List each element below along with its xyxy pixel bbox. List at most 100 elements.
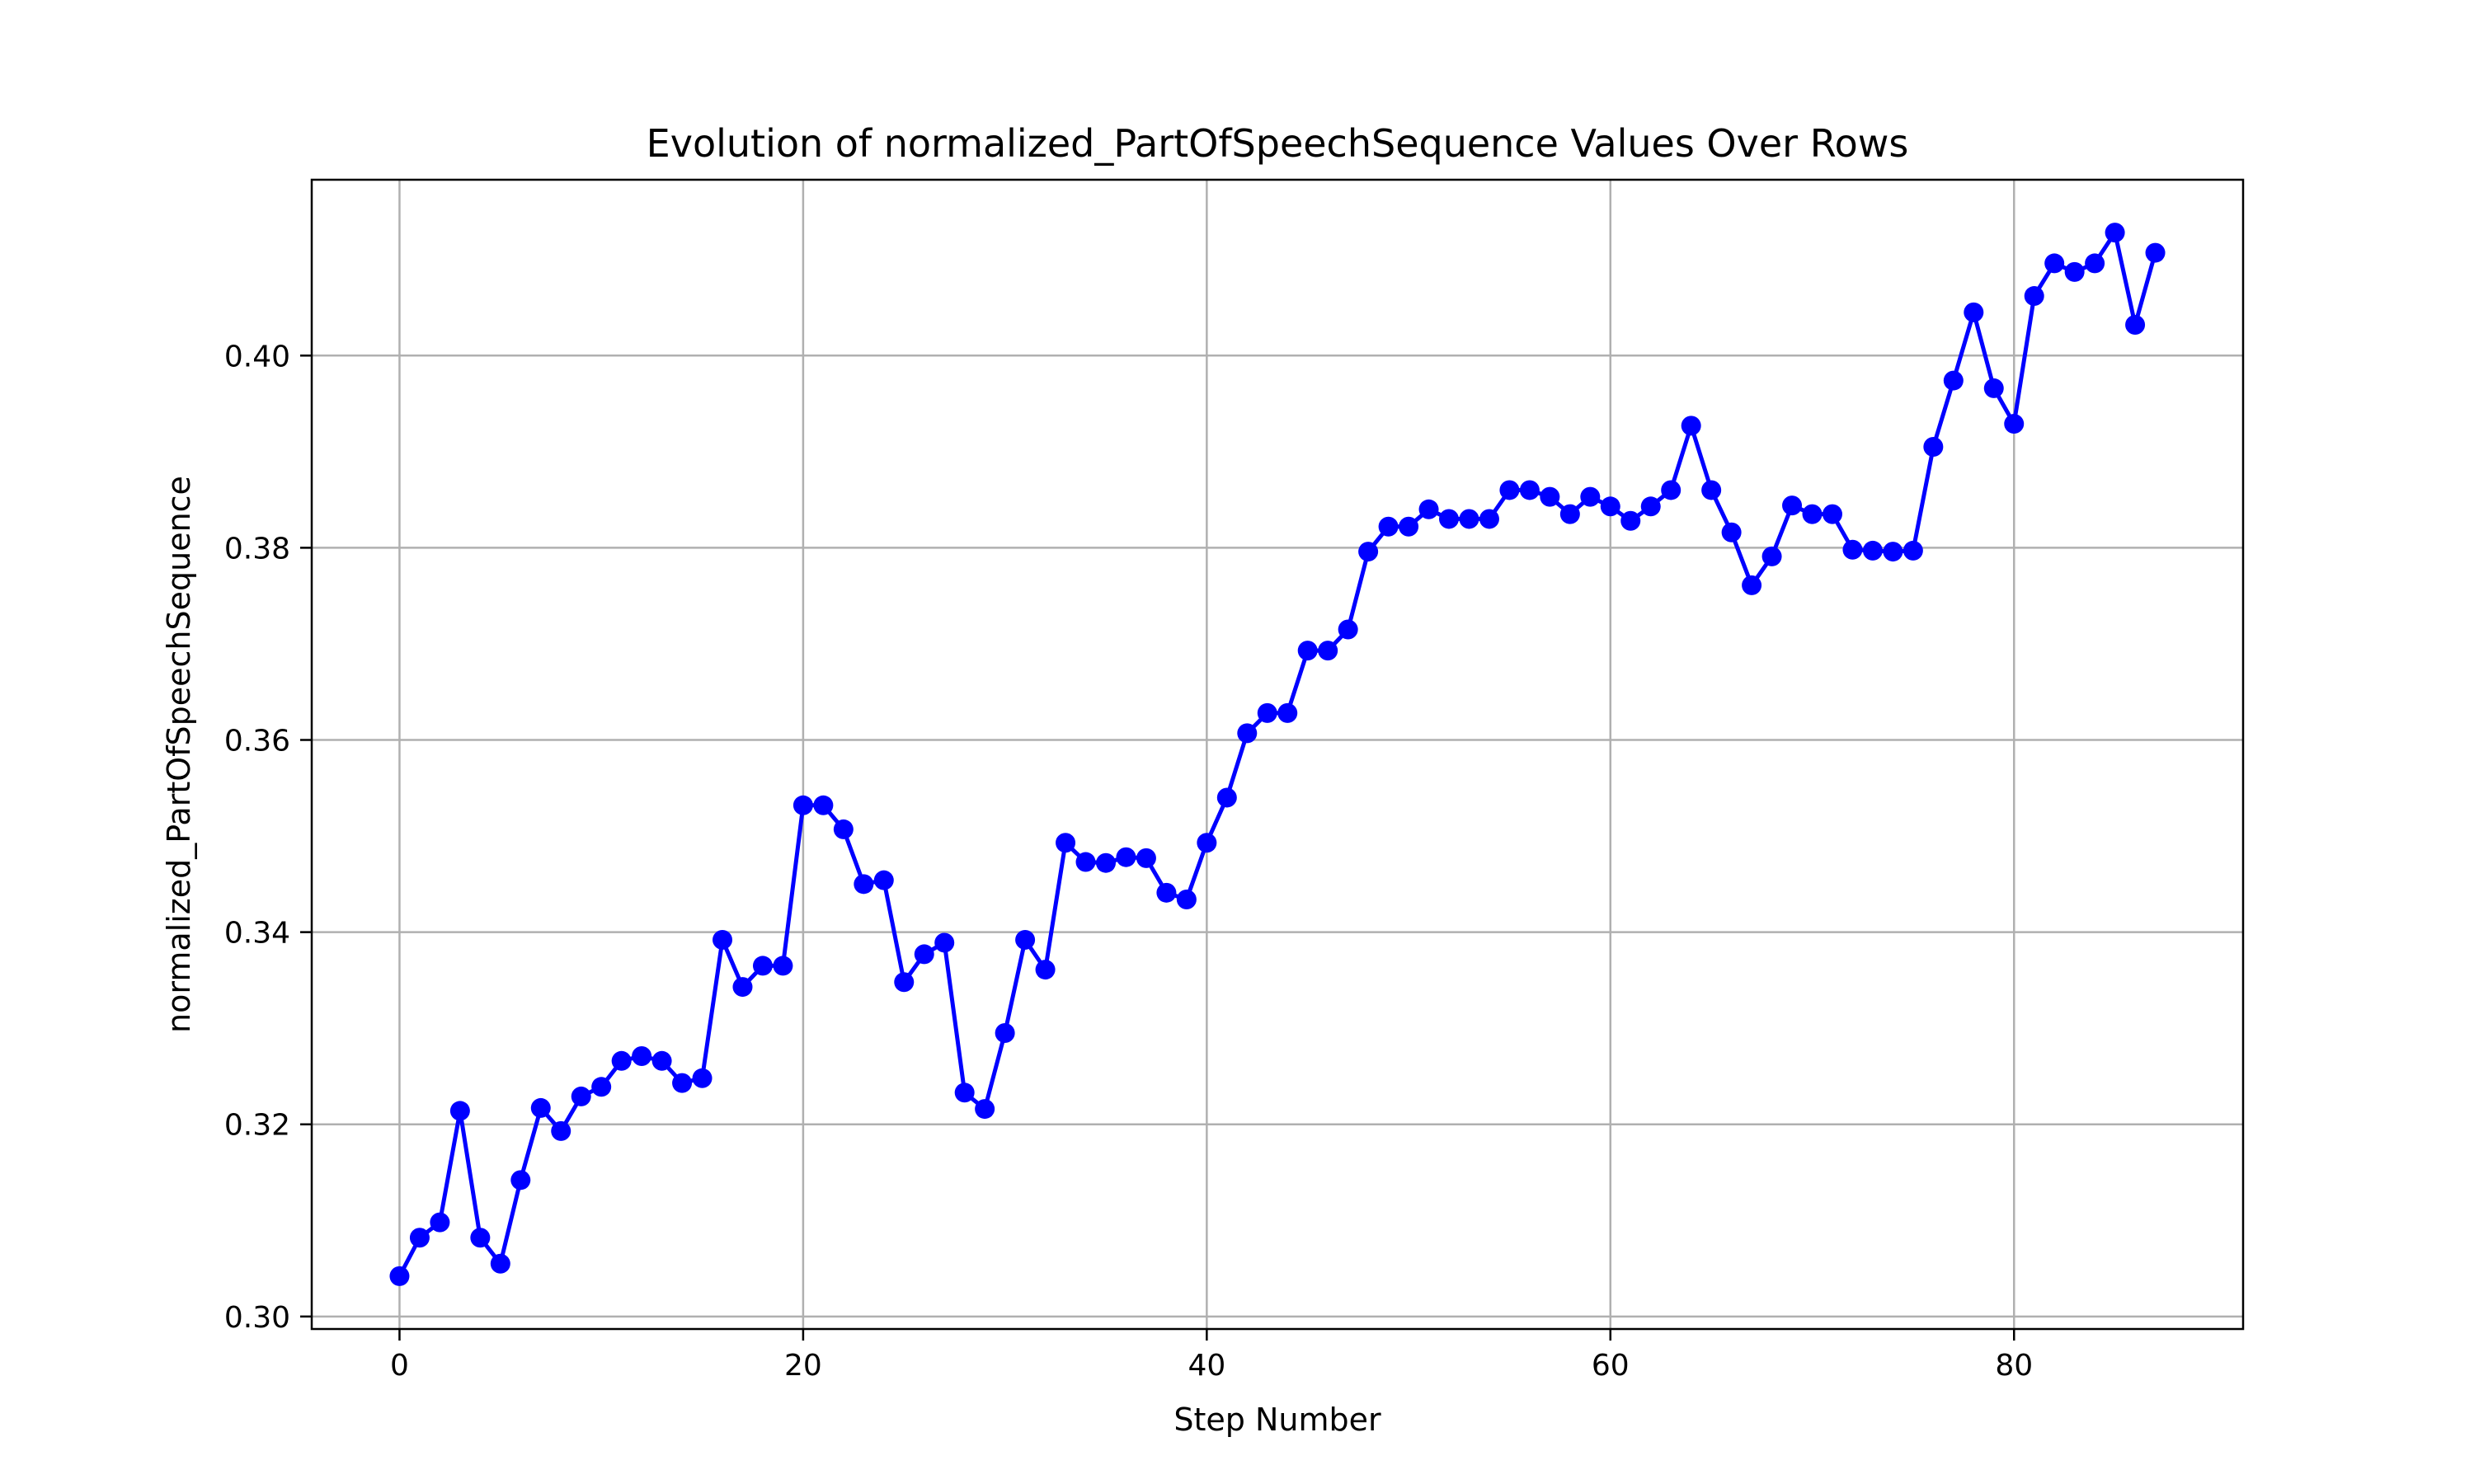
grid-lines	[312, 180, 2243, 1329]
data-point	[833, 819, 854, 839]
data-point	[1136, 848, 1156, 868]
data-point	[1095, 852, 1116, 873]
data-point	[430, 1212, 450, 1233]
data-point	[975, 1099, 995, 1120]
data-point	[1620, 510, 1641, 531]
data-point	[752, 956, 773, 976]
y-tick-label: 0.32	[224, 1109, 290, 1143]
data-point	[1277, 702, 1298, 723]
data-point	[1540, 486, 1560, 507]
data-point	[2024, 286, 2044, 307]
x-tick-label: 20	[784, 1349, 822, 1383]
data-point	[1399, 516, 1419, 537]
data-point	[611, 1050, 632, 1071]
data-point	[1418, 499, 1439, 519]
data-point	[1943, 370, 1964, 391]
data-point	[1075, 852, 1096, 872]
data-point	[1782, 495, 1803, 516]
data-point	[2125, 314, 2146, 335]
axis-ticks: 0 20 40 60 80 0.30 0.32 0.34 0.36 0.38 0.40	[224, 340, 2033, 1383]
data-point	[873, 870, 894, 890]
y-axis-label: normalized_PartOfSpeechSequence	[161, 476, 197, 1033]
data-point	[914, 944, 934, 965]
data-point	[1600, 496, 1620, 517]
data-point	[632, 1045, 652, 1066]
data-point	[1661, 480, 1681, 500]
data-point	[954, 1082, 975, 1103]
x-tick-label: 40	[1188, 1349, 1225, 1383]
data-point	[1842, 539, 1863, 560]
data-point	[1439, 509, 1460, 529]
data-point	[1701, 480, 1722, 500]
series-layer	[389, 223, 2166, 1286]
data-point	[651, 1050, 672, 1071]
data-point	[672, 1073, 693, 1093]
data-point	[1742, 575, 1762, 595]
data-point	[1802, 504, 1823, 524]
data-point	[1983, 378, 2004, 398]
data-point	[1056, 833, 1076, 853]
data-point	[1459, 509, 1479, 529]
data-point	[793, 795, 813, 815]
data-point	[1338, 619, 1358, 640]
data-point	[1883, 542, 1903, 562]
data-point	[490, 1253, 510, 1274]
data-point	[530, 1097, 551, 1118]
data-point	[1519, 480, 1540, 500]
data-point	[1822, 504, 1842, 524]
data-point	[470, 1228, 491, 1248]
data-point	[1297, 641, 1318, 661]
data-point	[571, 1086, 591, 1106]
data-point	[2105, 223, 2125, 243]
data-point	[1721, 522, 1742, 542]
data-point	[732, 977, 753, 998]
data-point	[1378, 516, 1399, 537]
data-point	[1761, 546, 1782, 566]
data-point	[934, 932, 955, 953]
data-point	[1479, 509, 1499, 529]
data-point	[1237, 723, 1258, 744]
data-point	[1358, 542, 1379, 562]
data-point	[813, 795, 834, 815]
y-tick-label: 0.38	[224, 532, 290, 566]
chart-title: Evolution of normalized_PartOfSpeechSequ…	[647, 121, 1909, 166]
data-point	[1681, 416, 1701, 436]
data-point	[894, 972, 915, 993]
data-point	[2044, 253, 2065, 274]
data-point	[1156, 882, 1177, 903]
x-tick-label: 60	[1592, 1349, 1630, 1383]
data-point	[1318, 641, 1338, 661]
y-tick-label: 0.34	[224, 917, 290, 951]
x-axis-label: Step Number	[1174, 1402, 1381, 1438]
data-point	[1903, 540, 1923, 561]
y-tick-label: 0.30	[224, 1301, 290, 1335]
data-point	[1257, 702, 1277, 723]
data-point	[1923, 437, 1944, 458]
data-point	[1964, 302, 1984, 322]
data-point	[713, 929, 733, 950]
data-point	[1035, 960, 1056, 980]
data-point	[773, 956, 793, 976]
data-point	[551, 1120, 571, 1141]
data-point	[2004, 414, 2025, 434]
data-point	[2145, 242, 2166, 263]
x-tick-label: 0	[390, 1349, 409, 1383]
data-point	[1216, 787, 1237, 808]
data-point	[1499, 480, 1520, 500]
data-point	[1862, 540, 1883, 561]
data-point	[591, 1077, 612, 1097]
data-point	[409, 1228, 430, 1248]
plot-frame	[310, 178, 2245, 1331]
data-point	[1640, 496, 1661, 517]
data-point	[692, 1068, 713, 1088]
data-point	[510, 1170, 531, 1190]
data-point	[1116, 847, 1136, 867]
data-point	[389, 1266, 410, 1286]
data-point	[2085, 253, 2105, 274]
data-point	[1580, 486, 1601, 507]
x-tick-label: 80	[1995, 1349, 2033, 1383]
data-point	[1015, 929, 1036, 950]
data-point	[2064, 261, 2085, 282]
data-point	[1197, 833, 1217, 853]
y-tick-label: 0.36	[224, 725, 290, 758]
